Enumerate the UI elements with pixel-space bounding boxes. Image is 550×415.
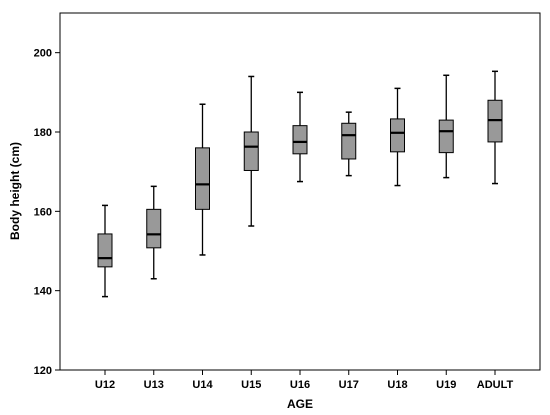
x-tick-label: ADULT xyxy=(477,379,514,391)
iqr-box xyxy=(341,122,357,160)
x-tick-label: U17 xyxy=(339,379,359,391)
boxes-layer xyxy=(97,70,503,298)
x-tick-label: U19 xyxy=(436,379,456,391)
box-u16 xyxy=(292,91,308,183)
iqr-box xyxy=(292,125,308,155)
box-u19 xyxy=(438,74,454,179)
y-tick-label: 200 xyxy=(34,48,52,60)
y-tick-label: 160 xyxy=(34,206,52,218)
x-tick-label: U15 xyxy=(241,379,261,391)
iqr-box xyxy=(438,119,454,154)
y-axis-title: Body height (cm) xyxy=(8,142,22,240)
box-u15 xyxy=(243,75,259,227)
x-tick-label: U13 xyxy=(144,379,164,391)
x-tick-label: U12 xyxy=(95,379,115,391)
plot-frame xyxy=(59,12,541,371)
iqr-box xyxy=(243,131,259,171)
box-u13 xyxy=(146,185,162,280)
y-tick-label: 180 xyxy=(34,127,52,139)
box-adult xyxy=(487,70,503,185)
x-tick-label: U14 xyxy=(192,379,213,391)
box-u12 xyxy=(97,204,113,298)
y-tick-label: 140 xyxy=(34,286,52,298)
iqr-box xyxy=(195,147,210,210)
y-axis-ticks: 120 140 160 180 200 xyxy=(34,48,60,377)
x-axis-title: AGE xyxy=(287,397,313,411)
x-axis-ticks: U12 U13 U14 U15 U16 U17 U18 U19 ADULT xyxy=(95,370,514,391)
y-tick-label: 120 xyxy=(34,365,52,377)
x-tick-label: U18 xyxy=(387,379,407,391)
x-tick-label: U16 xyxy=(290,379,310,391)
box-u18 xyxy=(390,87,405,187)
iqr-box xyxy=(146,208,162,249)
box-u17 xyxy=(341,111,357,177)
box-u14 xyxy=(195,103,210,256)
iqr-box xyxy=(97,233,113,268)
iqr-box xyxy=(390,118,405,153)
